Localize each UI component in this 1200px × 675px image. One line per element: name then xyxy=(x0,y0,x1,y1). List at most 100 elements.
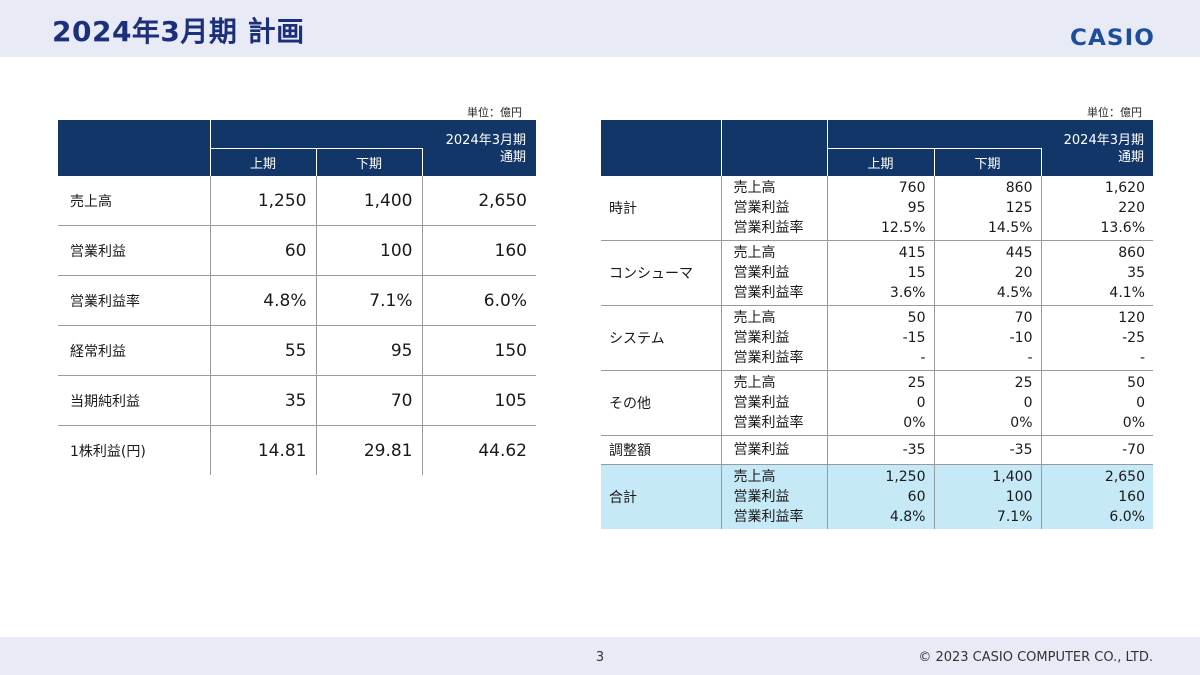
h2-value: 0 xyxy=(1023,395,1033,411)
full-value: 50 xyxy=(1127,375,1145,391)
full-value-cell: 1,620 220 13.6% xyxy=(1041,176,1153,241)
h2-value: 14.5% xyxy=(988,220,1033,236)
h1-value-cell: 50 -15 - xyxy=(827,305,935,371)
h2-value: -10 xyxy=(1009,330,1033,346)
segment-name: 時計 xyxy=(601,176,722,241)
metric-label: 営業利益 xyxy=(733,330,790,346)
h2-value: 70 xyxy=(316,375,423,426)
segment-row: その他 売上高 営業利益 営業利益率 25 0 0% 25 0 0% 50 0 0% xyxy=(601,370,1153,436)
header-band xyxy=(0,0,1200,57)
segment-row: システム 売上高 営業利益 営業利益率 50 -15 - 70 -10 - 120 -25 - xyxy=(601,305,1153,371)
h1-value: -15 xyxy=(902,330,926,346)
h2-value-cell: 1,400 100 7.1% xyxy=(934,464,1042,529)
h1-value: -35 xyxy=(902,442,926,458)
full-value: 105 xyxy=(422,375,536,426)
full-value: 160 xyxy=(1118,489,1145,505)
full-value-cell: 120 -25 - xyxy=(1041,305,1153,371)
h1-value-cell: -35 xyxy=(827,435,935,465)
h1-value: 25 xyxy=(907,375,926,391)
metric-label: 売上高 xyxy=(733,310,776,326)
h2-value: -35 xyxy=(1009,442,1033,458)
right-unit-label: 単位：億円 xyxy=(1087,106,1142,119)
left-unit-label: 単位：億円 xyxy=(467,106,522,119)
h1-value-cell: 760 95 12.5% xyxy=(827,176,935,241)
full-value: -25 xyxy=(1122,330,1145,346)
metric-label: 売上高 xyxy=(733,469,776,485)
h1-value: 95 xyxy=(907,200,926,216)
footer-band xyxy=(0,637,1200,675)
h2-value: 1,400 xyxy=(316,176,423,226)
h1-value: 12.5% xyxy=(881,220,926,236)
full-value: 13.6% xyxy=(1100,220,1145,236)
h2-value: 100 xyxy=(316,225,423,276)
metric-label-cell: 売上高 営業利益 営業利益率 xyxy=(721,464,828,529)
h1-value: 4.8% xyxy=(889,509,926,525)
segment-name: 調整額 xyxy=(601,435,722,465)
segment-row: コンシューマ 売上高 営業利益 営業利益率 415 15 3.6% 445 20 4.5% 860 3… xyxy=(601,240,1153,306)
header-full-year: 2024年3月期 通期 xyxy=(1041,120,1153,176)
metric-label: 売上高 xyxy=(733,245,776,261)
h1-value: - xyxy=(920,350,926,366)
row-label: 経常利益 xyxy=(58,325,211,376)
metric-label-cell: 売上高 営業利益 営業利益率 xyxy=(721,176,828,241)
full-value: -70 xyxy=(1122,442,1145,458)
metric-label-cell: 売上高営業利益営業利益率 xyxy=(721,305,828,371)
h1-value-cell: 1,250 60 4.8% xyxy=(827,464,935,529)
h2-value: 70 xyxy=(1014,310,1033,326)
h2-value-cell: 860 125 14.5% xyxy=(934,176,1042,241)
h1-value: 3.6% xyxy=(889,285,926,301)
header-full-label: 通期 xyxy=(1117,150,1144,165)
metric-label: 営業利益率 xyxy=(733,285,804,301)
h2-value: 0% xyxy=(1010,415,1033,431)
metric-label: 営業利益率 xyxy=(733,509,804,525)
metric-label: 営業利益率 xyxy=(733,350,804,366)
header-period: 2024年3月期 xyxy=(445,133,526,148)
h2-value: 95 xyxy=(316,325,423,376)
h1-value: 35 xyxy=(210,375,317,426)
h2-value: 125 xyxy=(1005,200,1033,216)
row-label: 売上高 xyxy=(58,176,211,226)
h2-value-cell: 70 -10 - xyxy=(934,305,1042,371)
header-full-label: 通期 xyxy=(499,150,526,165)
header-full-year: 2024年3月期 通期 xyxy=(422,120,536,176)
full-value: 0% xyxy=(1122,415,1145,431)
full-value: 120 xyxy=(1118,310,1145,326)
full-value: 6.0% xyxy=(422,275,536,326)
metric-label: 営業利益率 xyxy=(733,220,804,236)
full-value: - xyxy=(1139,350,1145,366)
metric-label: 売上高 xyxy=(733,375,776,391)
header-h2: 下期 xyxy=(934,148,1042,176)
segment-name: 合計 xyxy=(601,464,722,529)
full-value-cell: 50 0 0% xyxy=(1041,370,1153,436)
header-period: 2024年3月期 xyxy=(1063,133,1144,148)
full-value-cell: 2,650 160 6.0% xyxy=(1041,464,1153,529)
h2-value: 1,400 xyxy=(992,469,1033,485)
metric-label-cell: 売上高 営業利益 営業利益率 xyxy=(721,240,828,306)
h2-value-cell: 25 0 0% xyxy=(934,370,1042,436)
header-blank xyxy=(58,120,211,176)
h1-value: 50 xyxy=(907,310,926,326)
header-h1: 上期 xyxy=(210,148,317,176)
header-blank-segment xyxy=(601,120,722,176)
row-label: 1株利益(円) xyxy=(58,425,211,475)
h1-value: 60 xyxy=(907,489,926,505)
full-value: 2,650 xyxy=(1104,469,1145,485)
row-label: 営業利益 xyxy=(58,225,211,276)
page-number: 3 xyxy=(595,650,605,665)
metric-label: 営業利益 xyxy=(733,442,790,458)
table-row: 1株利益(円) 14.81 29.81 44.62 xyxy=(58,425,536,475)
header-h2: 下期 xyxy=(316,148,423,176)
h1-value-cell: 25 0 0% xyxy=(827,370,935,436)
table-row: 経常利益 55 95 150 xyxy=(58,325,536,376)
segment-plan-table: 2024年3月期 通期 上期 下期 時計 売上高 営業利益 営業利益率 760 95 12.… xyxy=(601,120,1153,529)
table-row: 営業利益率 4.8% 7.1% 6.0% xyxy=(58,275,536,326)
metric-label: 営業利益 xyxy=(733,200,790,216)
full-value: 6.0% xyxy=(1109,509,1145,525)
copyright: © 2023 CASIO COMPUTER CO., LTD. xyxy=(918,650,1153,665)
plan-summary-table: 2024年3月期 通期 上期 下期 売上高 1,250 1,400 2,650 営業利益… xyxy=(58,120,536,475)
h1-value: 4.8% xyxy=(210,275,317,326)
full-value: 1,620 xyxy=(1104,180,1145,196)
full-value: 4.1% xyxy=(1109,285,1145,301)
full-value-cell: 860 35 4.1% xyxy=(1041,240,1153,306)
h2-value: 7.1% xyxy=(316,275,423,326)
